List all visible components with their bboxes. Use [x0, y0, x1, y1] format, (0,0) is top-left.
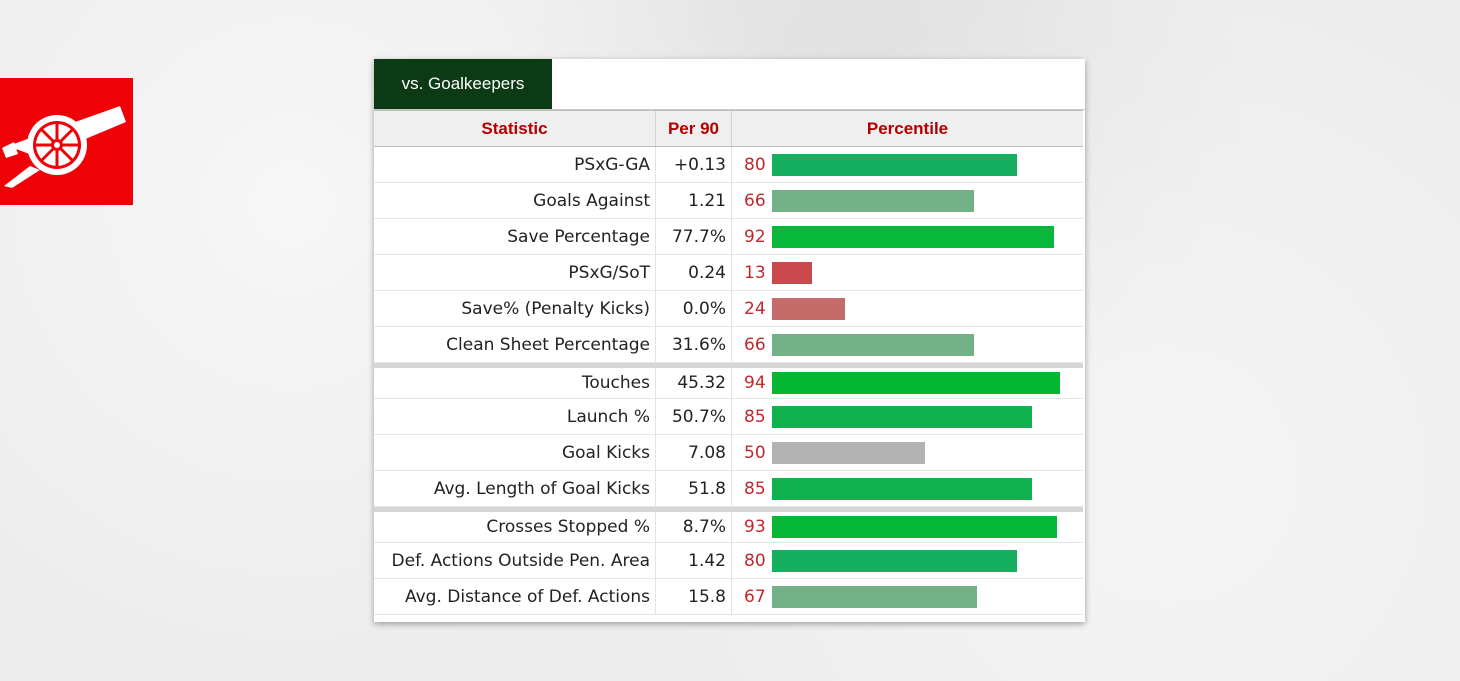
percentile-bar	[772, 225, 1054, 248]
stat-name: Save% (Penalty Kicks)	[374, 291, 656, 326]
percentile-cell: 66	[732, 327, 1083, 362]
tab-bar: vs. Goalkeepers	[374, 59, 1085, 110]
per90-value: 15.8	[656, 579, 732, 614]
percentile-cell: 50	[732, 435, 1083, 470]
stat-name: Touches	[374, 368, 656, 398]
per90-value: 77.7%	[656, 219, 732, 254]
per90-value: 0.24	[656, 255, 732, 290]
percentile-cell: 66	[732, 183, 1083, 218]
header-percentile[interactable]: Percentile	[866, 118, 949, 138]
percentile-bar	[772, 441, 925, 464]
table-row: Goal Kicks 7.08 50	[374, 435, 1083, 471]
per90-value: 31.6%	[656, 327, 732, 362]
percentile-value: 94	[744, 373, 766, 393]
table-body: PSxG-GA +0.13 80 Goals Against 1.21 66 Save Pe…	[374, 147, 1083, 615]
club-logo	[0, 78, 133, 205]
percentile-value: 67	[744, 586, 766, 607]
stat-name: Crosses Stopped %	[374, 512, 656, 542]
percentile-cell: 13	[732, 255, 1083, 290]
stat-name: Avg. Length of Goal Kicks	[374, 471, 656, 506]
table-row: Def. Actions Outside Pen. Area 1.42 80	[374, 543, 1083, 579]
tab-vs-goalkeepers[interactable]: vs. Goalkeepers	[374, 59, 552, 109]
percentile-bar	[772, 516, 1057, 538]
table-row: Save% (Penalty Kicks) 0.0% 24	[374, 291, 1083, 327]
per90-value: 45.32	[656, 368, 732, 398]
percentile-cell: 80	[732, 147, 1083, 182]
percentile-cell: 67	[732, 579, 1083, 614]
table-row: Goals Against 1.21 66	[374, 183, 1083, 219]
percentile-bar	[772, 405, 1032, 428]
stat-name: Goals Against	[374, 183, 656, 218]
table-row: Save Percentage 77.7% 92	[374, 219, 1083, 255]
per90-value: +0.13	[656, 147, 732, 182]
per90-value: 51.8	[656, 471, 732, 506]
percentile-value: 50	[744, 442, 766, 463]
table-row: Clean Sheet Percentage 31.6% 66	[374, 327, 1083, 363]
percentile-bar	[772, 549, 1017, 572]
per90-value: 50.7%	[656, 399, 732, 434]
table-row: Avg. Length of Goal Kicks 51.8 85	[374, 471, 1083, 507]
table-row: Avg. Distance of Def. Actions 15.8 67	[374, 579, 1083, 615]
stat-name: PSxG-GA	[374, 147, 656, 182]
per90-value: 0.0%	[656, 291, 732, 326]
percentile-value: 80	[744, 154, 766, 175]
percentile-value: 24	[744, 298, 766, 319]
table-header: Statistic Per 90 Percentile	[374, 110, 1083, 147]
stat-name: PSxG/SoT	[374, 255, 656, 290]
stat-name: Goal Kicks	[374, 435, 656, 470]
goalkeeper-stats-card: vs. Goalkeepers Statistic Per 90 Percent…	[374, 59, 1085, 622]
percentile-value: 92	[744, 226, 766, 247]
percentile-value: 85	[744, 478, 766, 499]
per90-value: 1.42	[656, 543, 732, 578]
cannon-icon	[2, 106, 126, 188]
table-row: PSxG-GA +0.13 80	[374, 147, 1083, 183]
header-per90[interactable]: Per 90	[656, 111, 732, 146]
percentile-value: 66	[744, 334, 766, 355]
percentile-cell: 85	[732, 471, 1083, 506]
table-row: Launch % 50.7% 85	[374, 399, 1083, 435]
per90-value: 8.7%	[656, 512, 732, 542]
percentile-cell: 94	[732, 368, 1083, 398]
percentile-bar	[772, 153, 1017, 176]
percentile-value: 80	[744, 550, 766, 571]
percentile-value: 93	[744, 517, 766, 537]
stat-name: Save Percentage	[374, 219, 656, 254]
table-row: Crosses Stopped % 8.7% 93	[374, 507, 1083, 543]
percentile-bar	[772, 333, 974, 356]
per90-value: 7.08	[656, 435, 732, 470]
percentile-cell: 24	[732, 291, 1083, 326]
percentile-cell: 85	[732, 399, 1083, 434]
stat-name: Def. Actions Outside Pen. Area	[374, 543, 656, 578]
percentile-cell: 92	[732, 219, 1083, 254]
table-row: Touches 45.32 94	[374, 363, 1083, 399]
stat-name: Avg. Distance of Def. Actions	[374, 579, 656, 614]
percentile-bar	[772, 372, 1060, 394]
percentile-bar	[772, 585, 977, 608]
percentile-cell: 93	[732, 512, 1083, 542]
stat-name: Clean Sheet Percentage	[374, 327, 656, 362]
percentile-value: 13	[744, 262, 766, 283]
percentile-bar	[772, 261, 812, 284]
percentile-bar	[772, 189, 974, 212]
per90-value: 1.21	[656, 183, 732, 218]
percentile-bar	[772, 297, 845, 320]
percentile-value: 66	[744, 190, 766, 211]
table-row: PSxG/SoT 0.24 13	[374, 255, 1083, 291]
stat-name: Launch %	[374, 399, 656, 434]
percentile-value: 85	[744, 406, 766, 427]
header-statistic[interactable]: Statistic	[374, 111, 656, 146]
percentile-bar	[772, 477, 1032, 500]
percentile-cell: 80	[732, 543, 1083, 578]
